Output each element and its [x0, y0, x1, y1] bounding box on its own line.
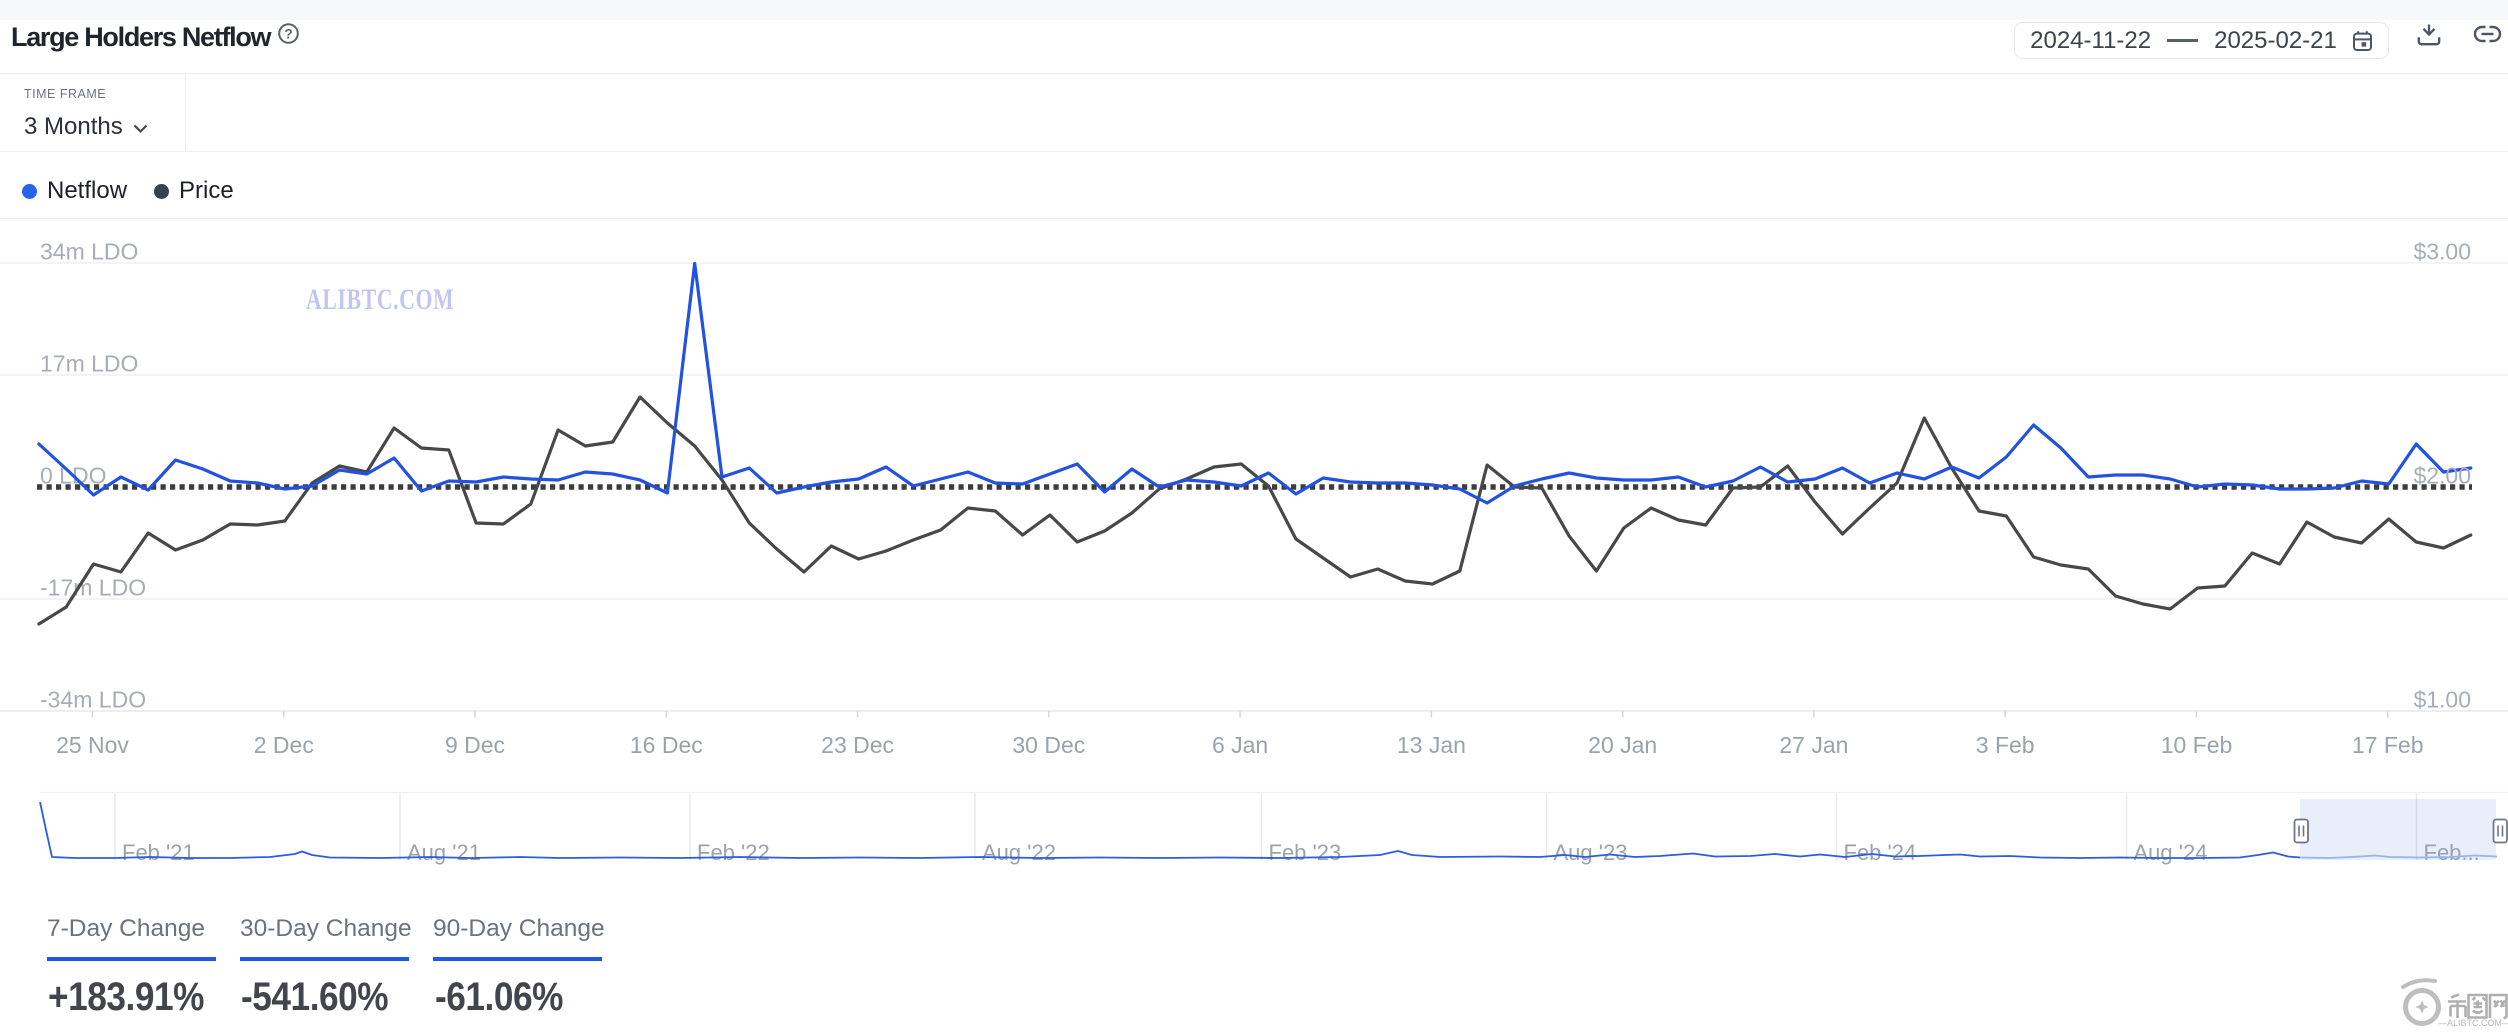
svg-text:20 Jan: 20 Jan	[1588, 732, 1657, 758]
svg-text:$3.00: $3.00	[2413, 239, 2471, 265]
svg-text:34m LDO: 34m LDO	[40, 239, 138, 265]
svg-text:17 Feb: 17 Feb	[2352, 732, 2424, 758]
svg-text:Aug '21: Aug '21	[407, 840, 481, 865]
svg-text:-34m LDO: -34m LDO	[40, 687, 146, 713]
svg-text:-17m LDO: -17m LDO	[40, 575, 146, 601]
svg-text:Feb '21: Feb '21	[122, 840, 195, 865]
svg-text:Aug '22: Aug '22	[982, 840, 1056, 865]
svg-text:3 Feb: 3 Feb	[1976, 732, 2035, 758]
svg-text:—ALIBTC.COM—: —ALIBTC.COM—	[2438, 1018, 2508, 1028]
svg-text:$2.00: $2.00	[2413, 463, 2471, 489]
svg-text:Aug '24: Aug '24	[2134, 840, 2208, 865]
svg-text:23 Dec: 23 Dec	[821, 732, 894, 758]
svg-text:9 Dec: 9 Dec	[445, 732, 505, 758]
svg-text:16 Dec: 16 Dec	[630, 732, 703, 758]
svg-text:30 Dec: 30 Dec	[1012, 732, 1085, 758]
svg-text:25 Nov: 25 Nov	[56, 732, 129, 758]
svg-text:13 Jan: 13 Jan	[1397, 732, 1466, 758]
svg-text:Feb...: Feb...	[2424, 840, 2480, 865]
svg-text:2 Dec: 2 Dec	[254, 732, 314, 758]
svg-text:$1.00: $1.00	[2413, 687, 2471, 713]
svg-text:Aug '23: Aug '23	[1554, 840, 1628, 865]
svg-text:Feb '24: Feb '24	[1844, 840, 1917, 865]
svg-text:Feb '22: Feb '22	[697, 840, 770, 865]
svg-text:?: ?	[284, 26, 292, 41]
svg-text:10 Feb: 10 Feb	[2161, 732, 2233, 758]
svg-text:6 Jan: 6 Jan	[1212, 732, 1268, 758]
svg-text:Feb '23: Feb '23	[1269, 840, 1342, 865]
svg-text:27 Jan: 27 Jan	[1779, 732, 1848, 758]
svg-text:17m LDO: 17m LDO	[40, 351, 138, 377]
